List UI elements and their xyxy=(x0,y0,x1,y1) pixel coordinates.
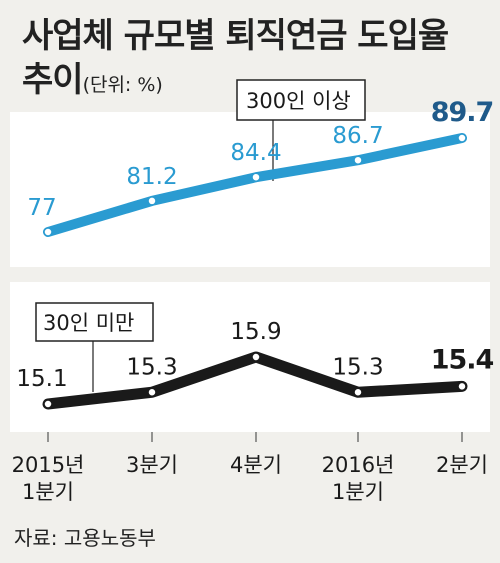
data-point-large xyxy=(457,133,467,143)
x-tick-label-line2: 1분기 xyxy=(22,480,74,504)
data-point-small xyxy=(251,352,261,362)
data-label-large: 77 xyxy=(27,195,56,221)
data-label-large: 84.4 xyxy=(230,140,281,166)
data-label-large: 89.7 xyxy=(431,97,494,128)
chart-title-line1: 사업체 규모별 퇴직연금 도입율 xyxy=(22,16,449,56)
data-label-large: 86.7 xyxy=(332,123,383,149)
x-tick-label: 3분기 xyxy=(126,453,178,477)
legend-label-small: 30인 미만 xyxy=(43,311,134,335)
legend-box-large xyxy=(236,79,366,121)
data-point-large xyxy=(251,172,261,182)
chart-title: 사업체 규모별 퇴직연금 도입율 xyxy=(22,8,449,57)
area-fill-large xyxy=(48,138,462,267)
data-label-small: 15.1 xyxy=(16,366,67,392)
data-label-large: 81.2 xyxy=(126,164,177,190)
data-point-large xyxy=(353,155,363,165)
data-point-large xyxy=(147,196,157,206)
x-tick-label: 2015년 xyxy=(12,453,85,477)
data-point-small xyxy=(43,399,53,409)
unit-label: (단위: %) xyxy=(82,74,163,96)
x-tick-label: 4분기 xyxy=(230,453,282,477)
chart-title-line2: 추이 xyxy=(22,60,84,100)
data-point-small xyxy=(147,387,157,397)
x-tick-label: 2분기 xyxy=(436,453,488,477)
data-label-small: 15.9 xyxy=(230,319,281,345)
data-point-small xyxy=(353,387,363,397)
source-note: 자료: 고용노동부 xyxy=(14,526,156,550)
data-label-small: 15.4 xyxy=(431,344,494,375)
chart-title-second-line: 추이(단위: %) xyxy=(22,52,163,101)
x-tick-label-line2: 1분기 xyxy=(332,480,384,504)
data-label-small: 15.3 xyxy=(126,354,177,380)
data-point-large xyxy=(43,227,53,237)
x-tick-label: 2016년 xyxy=(322,453,395,477)
legend-label-large: 300인 이상 xyxy=(246,89,351,113)
data-point-small xyxy=(457,381,467,392)
data-label-small: 15.3 xyxy=(332,354,383,380)
legend-box-small xyxy=(35,302,154,342)
